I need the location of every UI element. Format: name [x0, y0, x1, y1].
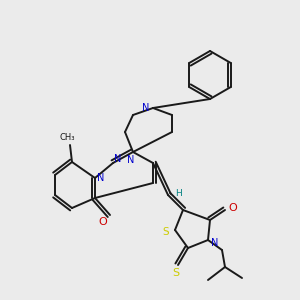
Text: S: S: [172, 268, 180, 278]
Text: S: S: [163, 227, 169, 237]
Text: O: O: [99, 217, 107, 227]
Text: N: N: [211, 238, 219, 248]
Text: N: N: [114, 154, 122, 164]
Text: CH₃: CH₃: [59, 134, 75, 142]
Text: N: N: [127, 155, 135, 165]
Text: O: O: [229, 203, 237, 213]
Text: H: H: [175, 188, 182, 197]
Text: N: N: [142, 103, 150, 113]
Text: N: N: [97, 173, 105, 183]
